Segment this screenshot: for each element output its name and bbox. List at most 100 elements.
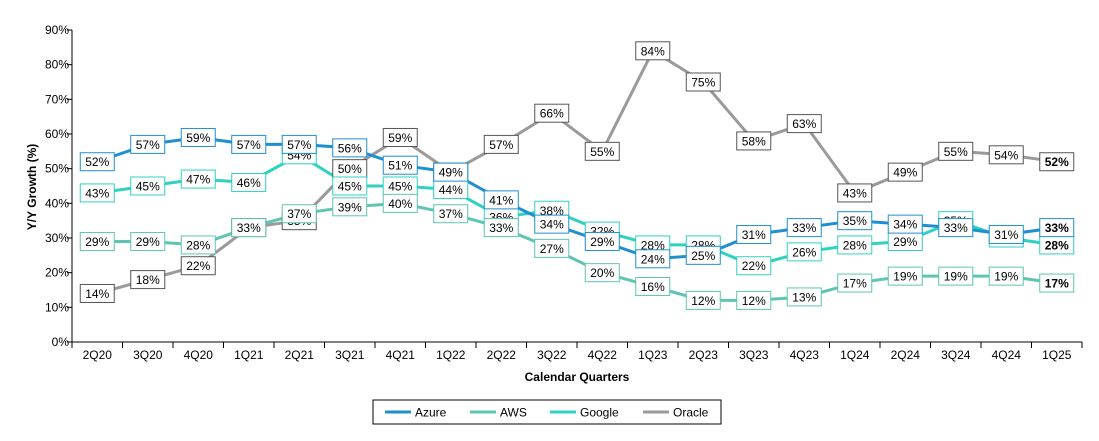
data-label-oracle: 66% — [534, 103, 570, 123]
data-label-box — [837, 273, 873, 293]
data-label-text: 37% — [287, 207, 311, 221]
data-label-aws: 29% — [130, 231, 166, 251]
data-label-aws: 17% — [1039, 273, 1075, 293]
legend-label-aws: AWS — [500, 406, 527, 420]
data-label-box — [281, 204, 317, 224]
legend: Azure AWS Google Oracle — [372, 399, 722, 425]
data-label-azure: 59% — [180, 127, 216, 147]
data-label-box — [130, 134, 166, 154]
data-label-oracle: 84% — [635, 41, 671, 61]
data-label-google: 26% — [786, 242, 822, 262]
data-label-box — [584, 141, 620, 161]
data-label-aws: 16% — [635, 277, 671, 297]
data-label-text: 58% — [742, 134, 766, 148]
data-label-box — [130, 231, 166, 251]
x-tick-label: 1Q23 — [638, 348, 668, 362]
data-label-box — [887, 266, 923, 286]
data-label-text: 29% — [893, 235, 917, 249]
data-label-text: 28% — [843, 238, 867, 252]
data-label-text: 84% — [641, 44, 665, 58]
data-label-box — [1039, 218, 1075, 238]
data-label-box — [180, 235, 216, 255]
data-label-box — [988, 225, 1024, 245]
data-label-azure: 49% — [433, 162, 469, 182]
data-label-azure: 33% — [786, 218, 822, 238]
data-label-text: 12% — [742, 294, 766, 308]
data-label-text: 75% — [691, 76, 715, 90]
data-label-text: 56% — [338, 141, 362, 155]
x-tick-label: 2Q21 — [285, 348, 315, 362]
data-label-box — [887, 214, 923, 234]
data-label-google: 45% — [332, 176, 368, 196]
data-label-text: 26% — [792, 245, 816, 259]
data-label-oracle: 22% — [180, 256, 216, 276]
data-label-aws: 33% — [231, 218, 267, 238]
data-label-text: 28% — [1045, 238, 1069, 252]
data-label-text: 52% — [85, 155, 109, 169]
y-tick-label: 80% — [45, 58, 69, 72]
x-tick-label: 3Q21 — [335, 348, 365, 362]
data-label-box — [786, 242, 822, 262]
data-label-text: 28% — [186, 238, 210, 252]
y-tick-label: 0% — [52, 335, 70, 349]
y-tick-label: 50% — [45, 162, 69, 176]
data-label-box — [635, 41, 671, 61]
y-tick-label: 10% — [45, 300, 69, 314]
data-label-text: 31% — [994, 228, 1018, 242]
data-label-text: 45% — [338, 180, 362, 194]
data-label-box — [988, 145, 1024, 165]
data-label-azure: 24% — [635, 249, 671, 269]
data-label-oracle: 75% — [685, 72, 721, 92]
data-label-box — [180, 127, 216, 147]
x-tick-label: 1Q24 — [840, 348, 870, 362]
data-label-oracle: 54% — [988, 145, 1024, 165]
data-label-box — [382, 193, 418, 213]
data-label-text: 24% — [641, 252, 665, 266]
data-label-text: 63% — [792, 117, 816, 131]
data-label-box — [483, 190, 519, 210]
data-label-text: 17% — [843, 277, 867, 291]
data-label-google: 44% — [433, 179, 469, 199]
data-label-box — [635, 277, 671, 297]
data-label-text: 59% — [388, 131, 412, 145]
data-label-box — [231, 134, 267, 154]
data-label-text: 46% — [237, 176, 261, 190]
legend-label-azure: Azure — [415, 406, 447, 420]
data-label-google: 45% — [382, 176, 418, 196]
data-label-aws: 17% — [837, 273, 873, 293]
data-label-oracle: 59% — [382, 127, 418, 147]
y-axis-title: Y/Y Growth (%) — [25, 144, 39, 230]
data-label-box — [685, 72, 721, 92]
data-label-box — [483, 134, 519, 154]
x-tick-label: 4Q24 — [992, 348, 1022, 362]
data-label-box — [534, 214, 570, 234]
data-label-google: 43% — [79, 183, 115, 203]
data-label-text: 35% — [843, 214, 867, 228]
data-label-text: 40% — [388, 197, 412, 211]
data-label-text: 51% — [388, 159, 412, 173]
data-label-text: 20% — [590, 266, 614, 280]
data-label-text: 57% — [237, 138, 261, 152]
data-label-box — [786, 287, 822, 307]
data-label-google: 47% — [180, 169, 216, 189]
data-label-azure: 31% — [736, 225, 772, 245]
data-label-oracle: 49% — [887, 162, 923, 182]
data-label-text: 22% — [742, 259, 766, 273]
data-label-azure: 29% — [584, 231, 620, 251]
data-label-box — [938, 141, 974, 161]
x-tick-label: 3Q23 — [739, 348, 769, 362]
data-label-text: 49% — [439, 166, 463, 180]
data-label-box — [887, 162, 923, 182]
x-tick-label: 4Q20 — [184, 348, 214, 362]
data-label-text: 12% — [691, 294, 715, 308]
data-label-text: 13% — [792, 290, 816, 304]
data-label-aws: 12% — [736, 290, 772, 310]
x-tick-label: 4Q21 — [386, 348, 416, 362]
data-label-oracle: 14% — [79, 283, 115, 303]
data-label-azure: 35% — [837, 211, 873, 231]
data-label-text: 55% — [590, 145, 614, 159]
data-label-box — [382, 155, 418, 175]
data-label-azure: 56% — [332, 138, 368, 158]
data-label-box — [534, 238, 570, 258]
data-label-aws: 12% — [685, 290, 721, 310]
